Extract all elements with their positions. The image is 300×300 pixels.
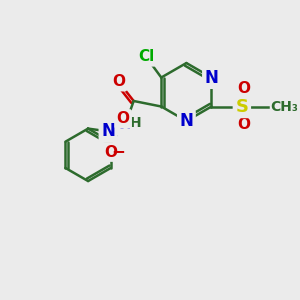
Text: Cl: Cl xyxy=(138,49,154,64)
Text: H: H xyxy=(130,116,142,130)
Text: N: N xyxy=(205,68,218,86)
Text: S: S xyxy=(236,98,248,116)
Text: CH₃: CH₃ xyxy=(270,100,298,113)
Text: O: O xyxy=(104,145,117,160)
Text: N: N xyxy=(118,116,132,134)
Text: O: O xyxy=(237,81,250,96)
Text: O: O xyxy=(117,111,130,126)
Text: O: O xyxy=(237,117,250,132)
Text: N: N xyxy=(179,112,193,130)
Text: N: N xyxy=(101,122,115,140)
Text: O: O xyxy=(112,74,125,89)
Text: −: − xyxy=(112,142,125,160)
